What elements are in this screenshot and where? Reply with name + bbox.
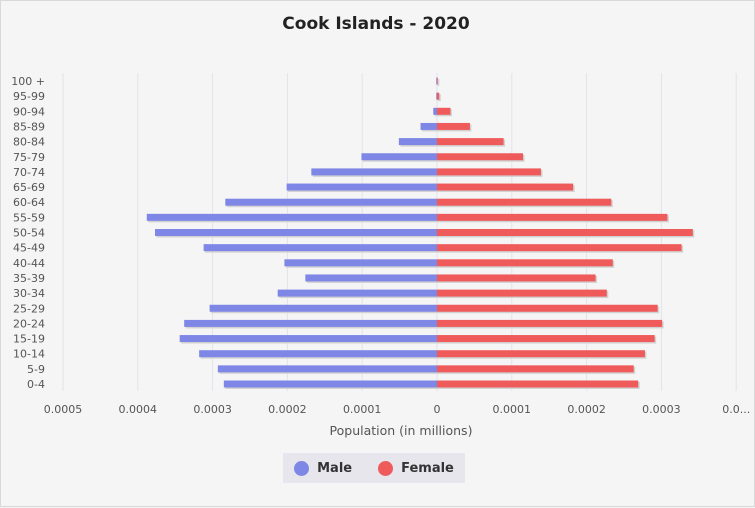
bar-shadow — [438, 94, 441, 102]
bar-female[interactable] — [437, 213, 668, 221]
bar-male[interactable] — [184, 319, 437, 327]
bars — [146, 77, 695, 389]
y-tick-label: 15-19 — [13, 333, 45, 346]
y-tick-label: 70-74 — [13, 166, 45, 179]
y-tick-label: 5-9 — [27, 363, 45, 376]
bar-female[interactable] — [437, 365, 634, 373]
chart-title: Cook Islands - 2020 — [282, 14, 470, 34]
bar-female[interactable] — [437, 168, 541, 176]
bar-female[interactable] — [437, 92, 440, 100]
bar-female[interactable] — [437, 138, 504, 146]
bar-female[interactable] — [437, 198, 612, 206]
bar-male[interactable] — [436, 92, 437, 100]
y-tick-label: 100 + — [11, 75, 45, 88]
bar-female[interactable] — [437, 304, 658, 312]
y-tick-label: 65-69 — [13, 181, 45, 194]
bar-female[interactable] — [437, 153, 524, 161]
x-tick-label: 0.0003 — [193, 403, 232, 416]
y-tick-label: 30-34 — [13, 287, 45, 300]
bar-shadow — [438, 79, 440, 86]
bar-female[interactable] — [437, 289, 607, 297]
y-tick-label: 95-99 — [13, 90, 45, 103]
x-axis-tick-labels: 0.0005 0.0004 0.0003 0.0002 0.0001 0 0.0001 0.0… — [44, 403, 750, 416]
legend-item-female[interactable]: Female — [378, 460, 454, 476]
y-tick-label: 10-14 — [13, 348, 45, 361]
bar-male[interactable] — [277, 289, 437, 297]
bar-male[interactable] — [436, 77, 437, 85]
x-tick-label: 0.0001 — [343, 403, 382, 416]
male-marker-icon — [294, 460, 310, 476]
bar-female[interactable] — [437, 107, 451, 115]
x-axis-title: Population (in millions) — [330, 423, 473, 438]
bar-shadow — [437, 79, 439, 86]
legend-label-female: Female — [401, 460, 454, 476]
bar-female[interactable] — [437, 350, 645, 358]
bar-male[interactable] — [209, 304, 437, 312]
y-tick-label: 60-64 — [13, 196, 45, 209]
y-tick-label: 80-84 — [13, 136, 45, 149]
bar-male[interactable] — [203, 244, 437, 252]
y-tick-label: 50-54 — [13, 227, 45, 240]
y-tick-label: 20-24 — [13, 317, 45, 330]
bar-male[interactable] — [217, 365, 437, 373]
y-tick-label: 85-89 — [13, 120, 45, 133]
bar-female[interactable] — [437, 77, 438, 85]
x-tick-label: 0.0005 — [44, 403, 83, 416]
bar-male[interactable] — [146, 213, 437, 221]
y-tick-label: 45-49 — [13, 242, 45, 255]
x-tick-label: 0 — [434, 403, 441, 416]
y-tick-label: 75-79 — [13, 151, 45, 164]
bar-male[interactable] — [179, 335, 438, 343]
x-tick-label: 0.0... — [722, 403, 750, 416]
y-tick-label: 55-59 — [13, 211, 45, 224]
bar-male[interactable] — [420, 122, 437, 130]
bar-male[interactable] — [225, 198, 437, 206]
bar-female[interactable] — [437, 274, 596, 282]
bar-male[interactable] — [305, 274, 437, 282]
bar-male[interactable] — [361, 153, 437, 161]
bar-male[interactable] — [286, 183, 437, 191]
x-tick-label: 0.0001 — [493, 403, 532, 416]
bar-female[interactable] — [437, 122, 470, 130]
bar-male[interactable] — [155, 229, 437, 236]
bar-male[interactable] — [199, 350, 437, 358]
bar-female[interactable] — [437, 319, 663, 327]
y-tick-label: 25-29 — [13, 302, 45, 315]
bar-male[interactable] — [284, 259, 437, 267]
bar-female[interactable] — [437, 244, 682, 252]
bar-female[interactable] — [437, 183, 574, 191]
bar-male[interactable] — [433, 107, 437, 115]
legend-label-male: Male — [317, 460, 353, 476]
y-tick-label: 40-44 — [13, 257, 45, 270]
bar-female[interactable] — [437, 259, 613, 267]
bar-male[interactable] — [311, 168, 437, 176]
bar-female[interactable] — [437, 229, 693, 236]
x-tick-label: 0.0002 — [268, 403, 307, 416]
y-axis-tick-labels: 100 + 95-99 90-94 85-89 80-84 75-79 70-74 65-69… — [11, 75, 45, 391]
bar-male[interactable] — [398, 138, 437, 146]
bar-male[interactable] — [223, 380, 437, 388]
x-tick-label: 0.0004 — [119, 403, 158, 416]
x-tick-label: 0.0002 — [567, 403, 606, 416]
legend-item-male[interactable]: Male — [294, 460, 353, 476]
y-tick-label: 90-94 — [13, 105, 45, 118]
y-tick-label: 0-4 — [27, 378, 45, 391]
bar-female[interactable] — [437, 335, 655, 343]
x-tick-label: 0.0003 — [642, 403, 681, 416]
female-marker-icon — [378, 460, 394, 476]
y-tick-label: 35-39 — [13, 272, 45, 285]
legend: Male Female — [283, 453, 465, 483]
bar-female[interactable] — [437, 380, 639, 388]
